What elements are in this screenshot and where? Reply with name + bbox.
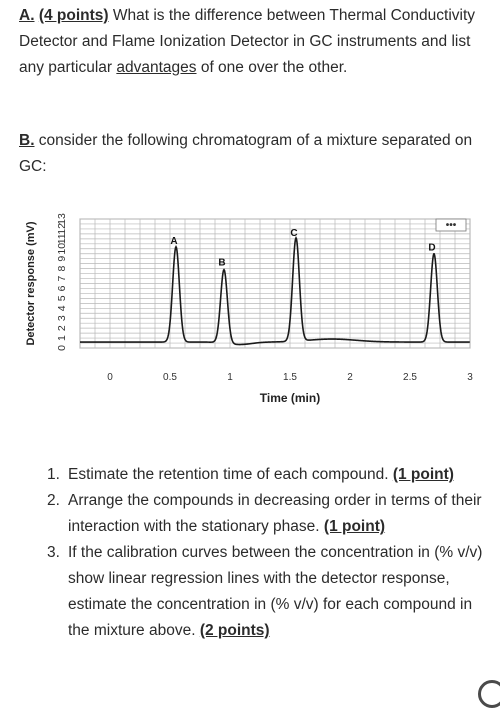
y-tick-label: 9 xyxy=(56,256,68,262)
question-number: 1. xyxy=(47,466,60,483)
part-a-text-end: of one over the other. xyxy=(196,59,348,76)
question-item: 2. Arrange the compounds in decreasing or… xyxy=(47,488,487,540)
y-tick-label: 3 xyxy=(56,315,68,321)
question-points: (1 point) xyxy=(392,466,454,483)
x-tick-label: 2 xyxy=(347,372,353,383)
question-text: Estimate the retention time of each comp… xyxy=(68,466,393,483)
y-tick-label: 1 xyxy=(56,335,68,341)
question-item: 3. If the calibration curves between the … xyxy=(47,540,487,644)
y-tick-label: 6 xyxy=(56,285,68,291)
y-tick-label: 0 xyxy=(56,345,68,351)
y-tick-label: 5 xyxy=(56,295,68,301)
question-points: (1 point) xyxy=(323,518,386,535)
part-a-points: (4 points) xyxy=(38,7,109,24)
chromatogram-chart: 0 1 2 3 4 5 6 7 8 9 10 11 12 13 Detector response (mV)… xyxy=(22,207,492,415)
question-part-a: A. (4 points) What is the difference bet… xyxy=(19,3,481,81)
y-tick-label: 11 xyxy=(56,233,68,244)
advantages-word: advantages xyxy=(116,59,197,76)
y-axis-label: Detector response (mV) xyxy=(25,221,37,345)
question-item: 1. Estimate the retention time of each co… xyxy=(47,462,487,488)
peak-label-c: C xyxy=(290,228,297,239)
question-text: Arrange the compounds in decreasing orde… xyxy=(68,492,482,535)
chromatogram-trace xyxy=(80,235,470,346)
x-tick-label: 1.5 xyxy=(283,372,297,383)
peak-label-b: B xyxy=(218,258,225,269)
y-tick-label: 8 xyxy=(56,266,68,272)
x-tick-label: 0.5 xyxy=(163,372,177,383)
part-a-label: A. xyxy=(19,7,35,24)
y-tick-label: 2 xyxy=(56,325,68,331)
part-b-label: B. xyxy=(19,132,35,149)
circle-icon xyxy=(478,680,500,708)
y-tick-label: 10 xyxy=(56,243,68,255)
x-axis-label: Time (min) xyxy=(260,391,320,405)
question-number: 2. xyxy=(47,492,60,509)
question-list: 1. Estimate the retention time of each co… xyxy=(47,462,487,644)
x-tick-label: 3 xyxy=(467,372,473,383)
x-tick-label: 1 xyxy=(227,372,233,383)
y-tick-label: 4 xyxy=(56,305,68,311)
peak-label-d: D xyxy=(428,243,435,254)
part-b-text: consider the following chromatogram of a… xyxy=(19,132,473,175)
question-part-b: B. consider the following chromatogram o… xyxy=(19,128,481,180)
x-tick-label: 0 xyxy=(107,372,113,383)
legend-box xyxy=(435,218,467,232)
y-tick-label: 7 xyxy=(56,275,68,281)
y-tick-label: 13 xyxy=(56,213,68,225)
legend-symbol: ••• xyxy=(446,220,457,231)
part-a-text: What is the difference between Thermal C… xyxy=(19,7,476,76)
question-text: If the calibration curves between the co… xyxy=(68,544,483,639)
question-number: 3. xyxy=(47,544,60,561)
y-tick-label: 12 xyxy=(56,223,68,235)
x-tick-label: 2.5 xyxy=(403,372,417,383)
question-points: (2 points) xyxy=(199,622,270,639)
peak-label-a: A xyxy=(170,236,177,247)
